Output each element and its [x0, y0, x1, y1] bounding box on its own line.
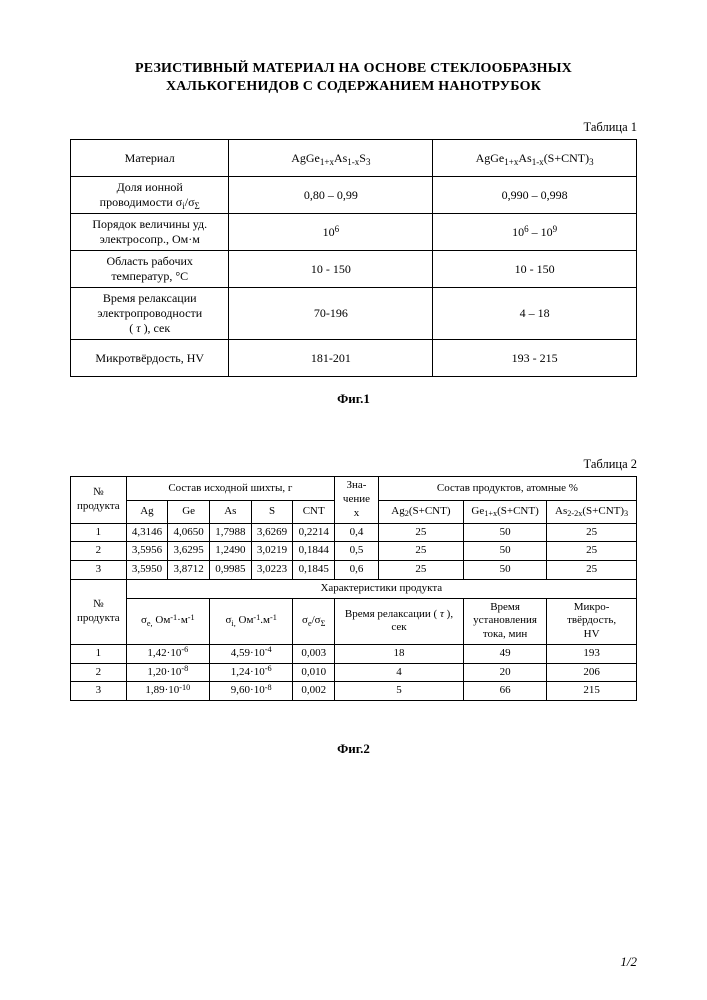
- t2-x: Зна-чениеx: [335, 477, 379, 523]
- title-line1: Резистивный материал на основе стеклообр…: [135, 61, 572, 76]
- fig1-caption: Фиг.1: [70, 391, 637, 407]
- t1-h1: AgGe1+xAs1-xS3: [229, 140, 433, 177]
- table-row: Область рабочихтемператур, °С10 - 15010 …: [71, 251, 637, 288]
- table-row: 21,20·10-81,24·10-60,010420206: [71, 663, 637, 682]
- table-row: Доля ионнойпроводимости σi/σΣ0,80 – 0,99…: [71, 177, 637, 214]
- table-row: 11,42·10-64,59·10-40,0031849193: [71, 644, 637, 663]
- table1-header-row: Материал AgGe1+xAs1-xS3 AgGe1+xAs1-x(S+C…: [71, 140, 637, 177]
- table1: Материал AgGe1+xAs1-xS3 AgGe1+xAs1-x(S+C…: [70, 139, 637, 377]
- t2-char-head: №продукта Характеристики продукта: [71, 579, 637, 598]
- t1-h0: Материал: [71, 140, 229, 177]
- t2-no: №продукта: [71, 477, 127, 523]
- title-line2: халькогенидов с содержанием нанотрубок: [166, 79, 541, 94]
- table-row: Микротвёрдость, HV181-201193 - 215: [71, 340, 637, 377]
- table-row: 23,59563,62951,24903,02190,18440,5255025: [71, 542, 637, 561]
- table2-label: Таблица 2: [70, 457, 637, 472]
- table1-label: Таблица 1: [70, 120, 637, 135]
- table-row: 31,89·10-109,60·10-80,002566215: [71, 682, 637, 701]
- table2: №продукта Состав исходной шихты, г Зна-ч…: [70, 476, 637, 701]
- table-row: 14,31464,06501,79883,62690,22140,4255025: [71, 523, 637, 542]
- t2-char-cols: σe, Ом-1·м-1 σi, Ом-1.м-1 σe/σΣ Время ре…: [71, 598, 637, 644]
- table-row: Порядок величины уд.электросопр., Ом·м10…: [71, 214, 637, 251]
- page-title: Резистивный материал на основе стеклообр…: [70, 60, 637, 96]
- table-row: Время релаксацииэлектропроводности( τ ),…: [71, 288, 637, 340]
- t1-h2: AgGe1+xAs1-x(S+CNT)3: [433, 140, 637, 177]
- t2-header-row1: №продукта Состав исходной шихты, г Зна-ч…: [71, 477, 637, 500]
- page-number: 1/2: [620, 954, 637, 970]
- table-row: 33,59503,87120,99853,02230,18450,6255025: [71, 561, 637, 580]
- fig2-caption: Фиг.2: [70, 741, 637, 757]
